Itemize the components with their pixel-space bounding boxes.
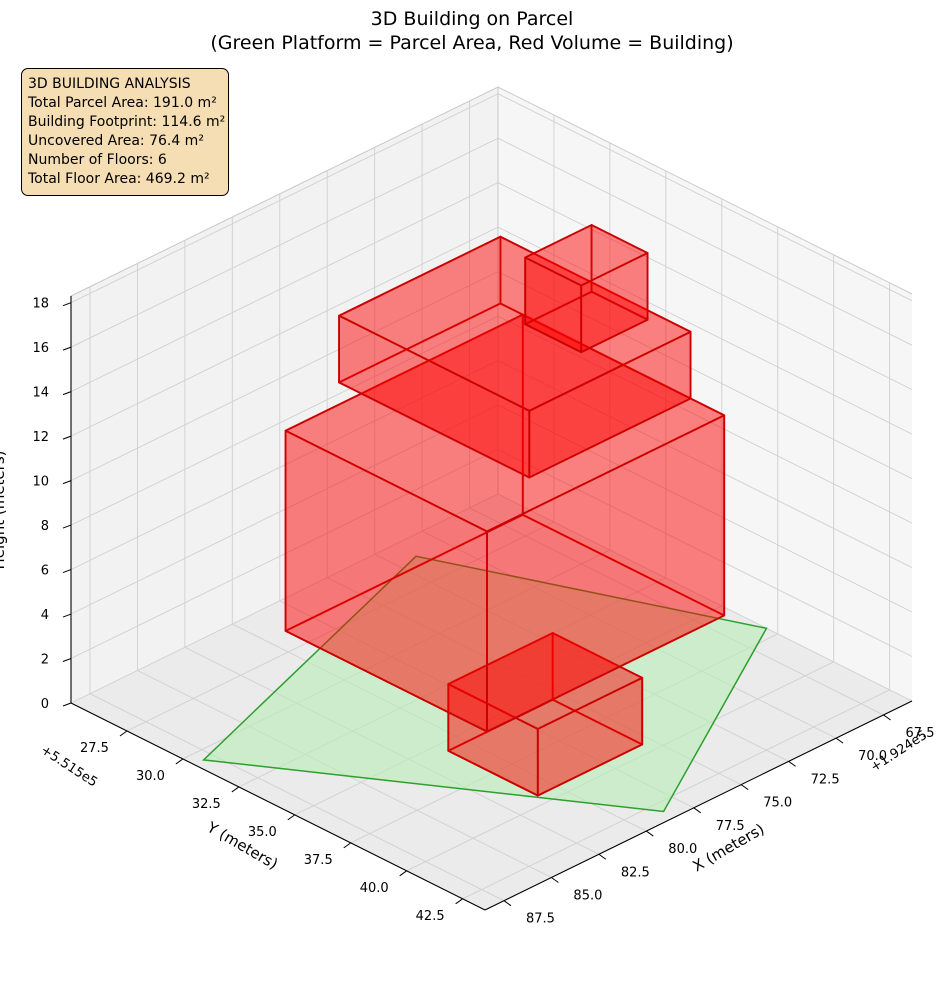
info-line-uncovered: Uncovered Area: 76.4 m²	[28, 133, 204, 149]
z-tick-mark	[62, 391, 72, 396]
z-tick-mark	[62, 346, 72, 351]
roof-block	[524, 224, 649, 354]
y-tick-mark	[287, 814, 296, 821]
y-tick-label: 37.5	[304, 853, 333, 868]
z-tick-mark	[62, 524, 72, 529]
chart-title: 3D Building on Parcel	[371, 8, 574, 30]
x-tick-mark	[598, 853, 607, 860]
x-tick-mark	[551, 877, 559, 883]
z-tick-label: 16	[32, 341, 49, 356]
parcel-layer	[201, 555, 768, 813]
x-axis-line	[484, 700, 913, 911]
z-tick-mark	[62, 480, 72, 485]
x-tick-label: 72.5	[811, 772, 840, 787]
x-tick-label: 85.0	[573, 888, 602, 903]
x-tick-mark	[740, 784, 749, 791]
building-layer	[284, 224, 726, 797]
x-tick-label: 87.5	[526, 912, 555, 927]
y-tick-mark	[399, 870, 407, 877]
x-tick-mark	[835, 737, 844, 744]
y-tick-mark	[231, 786, 240, 793]
parcel-platform	[201, 555, 768, 813]
z-tick-label: 18	[32, 297, 49, 312]
y-tick-mark	[119, 730, 128, 737]
y-tick-label: 30.0	[136, 769, 165, 784]
z-tick-mark	[62, 435, 72, 440]
info-line-floor-area: Total Floor Area: 469.2 m²	[28, 171, 210, 187]
x-tick-label: 77.5	[716, 819, 745, 834]
z-tick-mark	[62, 658, 72, 662]
info-line-footprint: Building Footprint: 114.6 m²	[28, 114, 226, 130]
y-tick-label: 35.0	[248, 825, 277, 840]
chart-subtitle: (Green Platform = Parcel Area, Red Volum…	[210, 32, 733, 54]
y-tick-mark	[175, 758, 184, 765]
z-axis-label: Height (meters)	[0, 451, 8, 570]
left-back-pane	[71, 87, 498, 703]
grid-y-floor	[126, 521, 555, 732]
axis-lines	[70, 86, 913, 911]
y-tick-label: 27.5	[80, 741, 109, 756]
z-tick-label: 14	[32, 386, 49, 401]
right-back-pane	[498, 87, 912, 701]
x-tick-label: 75.0	[763, 796, 792, 811]
x-tick-label: 67.5	[906, 726, 935, 741]
z-tick-mark	[62, 302, 72, 307]
x-tick-mark	[646, 830, 654, 837]
x-tick-label: 70.0	[858, 749, 887, 764]
ground-block-top-face	[447, 632, 644, 730]
upper-block-top-face	[338, 235, 692, 412]
info-line-parcel-area: Total Parcel Area: 191.0 m²	[28, 95, 217, 111]
z-tick-label: 8	[41, 519, 49, 534]
z-tick-label: 2	[41, 653, 49, 668]
x-tick-mark	[788, 760, 796, 767]
x-tick-label: 82.5	[621, 865, 650, 880]
z-tick-mark	[62, 613, 72, 618]
y-tick-mark	[455, 898, 463, 905]
info-line-floors: Number of Floors: 6	[28, 152, 167, 168]
z-tick-mark	[62, 569, 72, 574]
x-tick-mark	[693, 807, 702, 814]
z-tick-label: 0	[41, 697, 49, 712]
y-tick-label: 40.0	[360, 881, 389, 896]
y-tick-mark	[343, 842, 352, 849]
x-tick-mark	[503, 900, 512, 907]
y-tick-label: 32.5	[192, 797, 221, 812]
upper-block	[338, 235, 692, 479]
x-tick-mark	[883, 714, 891, 721]
z-tick-label: 10	[32, 475, 49, 490]
z-tick-label: 6	[41, 564, 49, 579]
analysis-info-box: 3D BUILDING ANALYSIS Total Parcel Area: …	[21, 68, 229, 196]
roof-block-top-face	[524, 224, 649, 287]
ground-block	[447, 632, 644, 797]
grid-x-floor	[89, 693, 505, 902]
x-tick-label: 80.0	[668, 842, 697, 857]
info-title: 3D BUILDING ANALYSIS	[28, 76, 191, 92]
z-tick-label: 4	[41, 608, 49, 623]
y-axis-line	[70, 702, 486, 911]
z-tick-label: 12	[32, 430, 49, 445]
y-tick-label: 42.5	[416, 909, 445, 924]
z-tick-mark	[62, 702, 72, 707]
grid-y-floor	[462, 689, 890, 900]
